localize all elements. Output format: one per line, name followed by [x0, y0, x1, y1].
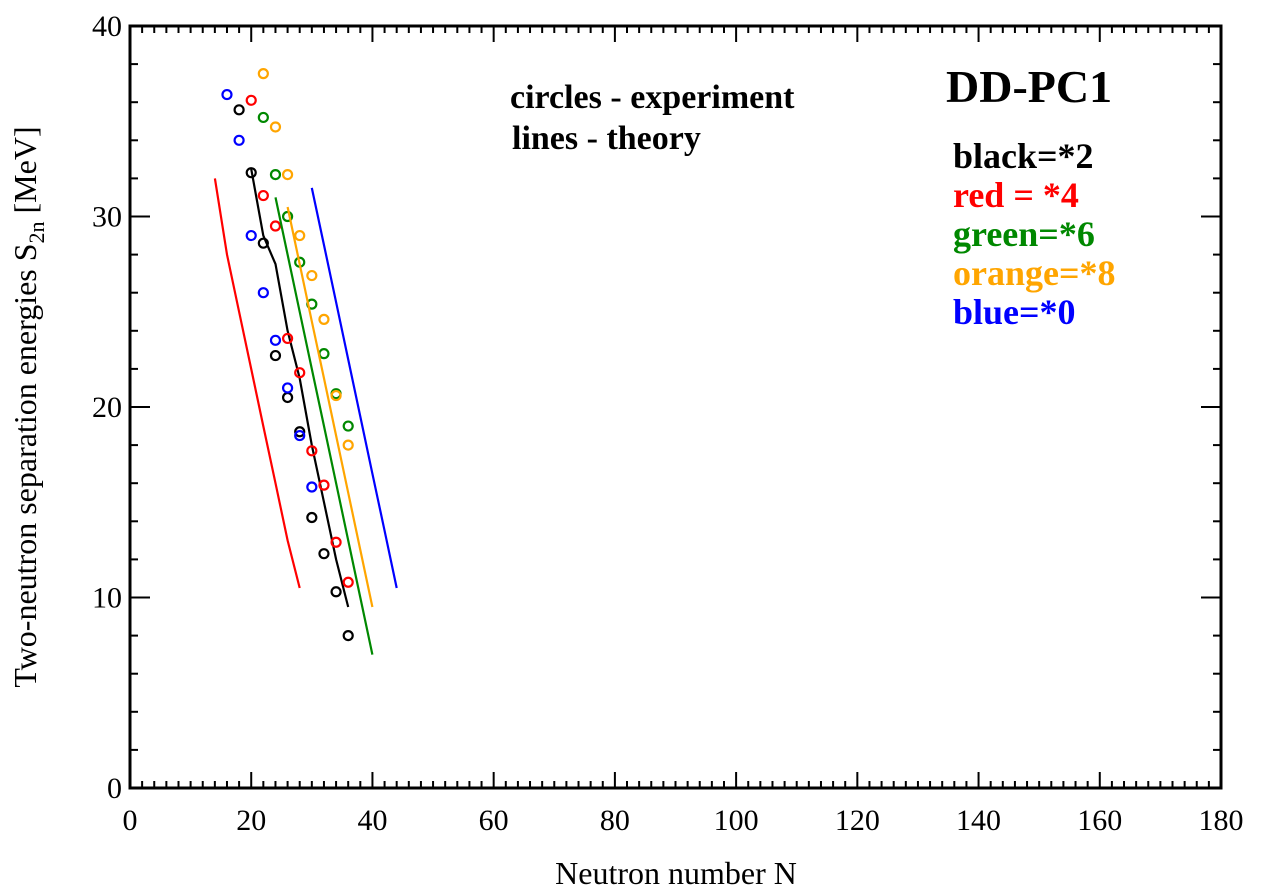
experiment-point: [257, 111, 269, 124]
experiment-point: [269, 349, 282, 362]
annotation-theory: lines - theory: [512, 120, 701, 157]
experiment-point: [330, 586, 342, 598]
experiment-point: [306, 269, 318, 282]
y-axis-title-subscript: 2n: [24, 221, 49, 243]
ticks-layer: 0 20 40 60 80 100 120 140 160 180 0 10 20 30 40: [92, 10, 1244, 837]
chart-title: DD-PC1: [946, 61, 1112, 112]
experiment-point: [294, 367, 306, 379]
data-layer: [213, 68, 398, 655]
experiment-point: [269, 334, 282, 346]
x-tick-label: 40: [357, 804, 387, 837]
legend-entry: red = *4: [953, 175, 1079, 215]
x-tick-label: 140: [956, 804, 1001, 837]
experiment-point: [221, 88, 233, 101]
y-axis-title: Two-neutron separation energies S2n [MeV…: [7, 126, 49, 687]
y-axis-title-unit: [MeV]: [7, 126, 43, 221]
experiment-point: [245, 167, 257, 179]
experiment-point: [318, 479, 330, 491]
experiment-point: [257, 287, 269, 299]
experiment-point: [330, 536, 342, 548]
y-axis-title-main: Two-neutron separation energies S: [7, 243, 43, 687]
experiment-point: [294, 426, 306, 438]
theory-line: [286, 206, 374, 608]
y-tick-label: 30: [92, 201, 122, 234]
experiment-point: [342, 439, 354, 451]
theory-line: [310, 187, 398, 589]
experiment-point: [281, 382, 294, 394]
theory-line: [213, 178, 301, 589]
experiment-point: [306, 511, 318, 524]
experiment-point: [294, 429, 306, 442]
x-tick-label: 20: [236, 804, 266, 837]
annotation-experiment: circles - experiment: [510, 79, 795, 116]
experiment-point: [306, 481, 318, 493]
experiment-point: [269, 168, 282, 181]
x-tick-label: 100: [714, 804, 759, 837]
y-tick-label: 40: [92, 10, 122, 43]
y-tick-label: 10: [92, 582, 122, 615]
legend-entry: green=*6: [953, 214, 1095, 254]
x-tick-label: 160: [1077, 804, 1122, 837]
x-tick-label: 60: [479, 804, 509, 837]
experiment-point: [257, 189, 269, 202]
experiment-point: [281, 168, 294, 181]
legend-entry: blue=*0: [953, 292, 1076, 332]
experiment-point: [318, 548, 330, 560]
legend-entry: orange=*8: [953, 253, 1116, 293]
x-tick-label: 0: [123, 804, 138, 837]
x-axis-title: Neutron number N: [555, 855, 797, 891]
experiment-point: [245, 94, 257, 106]
experiment-point: [318, 313, 330, 325]
experiment-point: [233, 134, 245, 146]
experiment-point: [281, 332, 294, 345]
legend-entry: black=*2: [953, 136, 1094, 176]
experiment-point: [294, 229, 306, 242]
x-tick-label: 80: [600, 804, 630, 837]
experiment-point: [269, 121, 282, 133]
experiment-point: [257, 237, 269, 249]
y-tick-label: 0: [107, 772, 122, 805]
experiment-point: [330, 389, 342, 402]
experiment-point: [306, 445, 318, 457]
experiment-point: [233, 104, 245, 116]
x-tick-label: 120: [835, 804, 880, 837]
experiment-point: [342, 629, 354, 642]
theory-line: [274, 197, 374, 655]
experiment-point: [269, 220, 282, 232]
experiment-point: [342, 420, 354, 432]
x-tick-label: 180: [1199, 804, 1244, 837]
y-tick-label: 20: [92, 391, 122, 424]
experiment-point: [245, 229, 257, 242]
experiment-point: [342, 576, 354, 588]
experiment-point: [257, 68, 269, 80]
